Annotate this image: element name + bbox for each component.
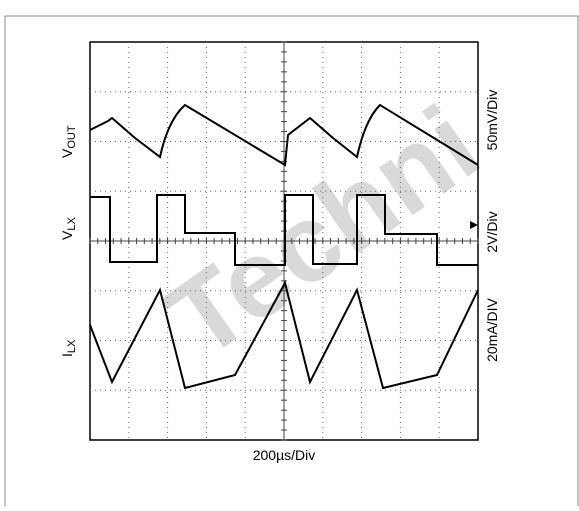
frame xyxy=(4,15,579,506)
trigger-marker xyxy=(470,221,478,229)
grid xyxy=(89,41,479,441)
time-scale: 200µs/Div xyxy=(253,447,316,463)
vlx-label: VLX xyxy=(59,217,78,240)
ilx-scale: 20mA/DIV xyxy=(484,297,500,361)
vout-trace xyxy=(89,103,479,167)
vlx-trace xyxy=(90,194,478,266)
vout-scale: 50mV/Div xyxy=(484,90,500,151)
ilx-trace xyxy=(89,280,479,390)
traces xyxy=(89,103,479,390)
ilx-label: ILX xyxy=(59,339,78,357)
vout-label: VOUT xyxy=(59,125,78,158)
vlx-scale: 2V/Div xyxy=(484,211,500,252)
